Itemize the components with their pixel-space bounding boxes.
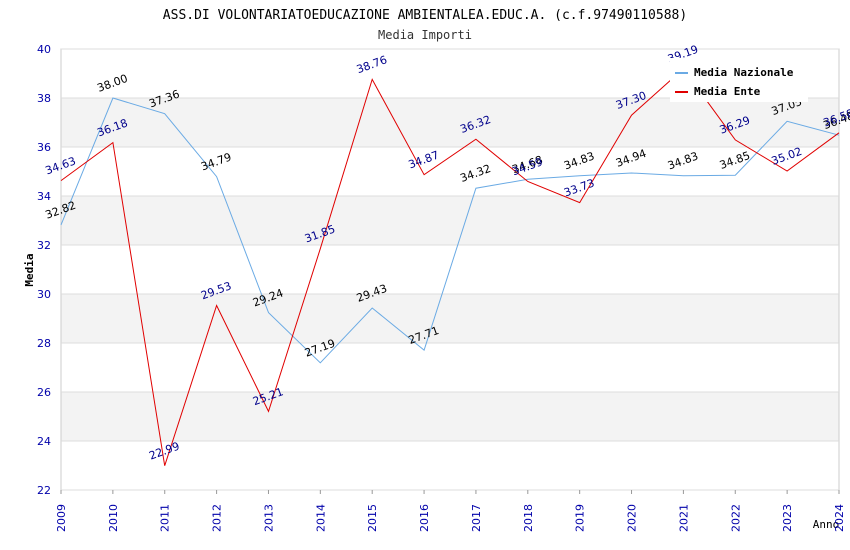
data-label: 34.83 [666, 149, 700, 172]
x-tick-label: 2012 [211, 504, 224, 532]
y-axis-label: Media [23, 253, 36, 286]
x-tick-label: 2024 [833, 504, 846, 532]
legend-entry-label: Media Ente [694, 85, 761, 98]
x-tick-label: 2016 [418, 504, 431, 532]
x-tick-label: 2021 [677, 504, 690, 532]
plot-band [61, 392, 839, 441]
grid-lines [61, 48, 839, 491]
series-line-media-ente [60, 68, 840, 466]
legend: Media Nazionale Media Ente [670, 58, 808, 102]
legend-box [670, 58, 808, 102]
y-tick-label: 28 [37, 337, 51, 350]
data-label: 34.85 [718, 149, 752, 172]
plot-band [61, 196, 839, 245]
data-label: 34.94 [614, 147, 648, 170]
x-tick-label: 2009 [55, 504, 68, 532]
y-tick-label: 22 [37, 484, 51, 497]
x-tick-label: 2011 [159, 504, 172, 532]
series-lines [60, 68, 840, 466]
x-tick-label: 2022 [729, 504, 742, 532]
y-axis-ticks: 22 24 26 28 30 32 34 36 38 40 [37, 43, 51, 497]
y-tick-label: 40 [37, 43, 51, 56]
x-tick-label: 2018 [522, 504, 535, 532]
x-tick-label: 2013 [262, 504, 275, 532]
data-label: 22.99 [147, 440, 181, 463]
data-label: 38.00 [95, 72, 129, 95]
data-label: 34.32 [459, 162, 493, 185]
data-label: 34.79 [199, 150, 233, 173]
x-tick-label: 2010 [107, 504, 120, 532]
y-tick-label: 30 [37, 288, 51, 301]
x-tick-label: 2014 [314, 504, 327, 532]
y-tick-label: 38 [37, 92, 51, 105]
data-label: 34.83 [562, 149, 596, 172]
x-axis-ticks: 2009 2010 2011 2012 2013 2014 2015 2016 2017 2018… [55, 490, 846, 532]
y-tick-label: 24 [37, 435, 51, 448]
series-line-media-nazionale [60, 97, 840, 364]
data-label: 35.02 [770, 145, 804, 168]
x-axis-label: Anno [813, 518, 840, 531]
x-tick-label: 2017 [470, 504, 483, 532]
plot-band [61, 98, 839, 147]
x-tick-label: 2015 [366, 504, 379, 532]
y-tick-label: 26 [37, 386, 51, 399]
chart-subtitle: Media Importi [378, 28, 472, 42]
chart-title: ASS.DI VOLONTARIATOEDUCAZIONE AMBIENTALE… [163, 8, 687, 23]
x-tick-label: 2020 [626, 504, 639, 532]
y-tick-label: 34 [37, 190, 51, 203]
plot-bands [61, 98, 839, 441]
y-tick-label: 36 [37, 141, 51, 154]
plot-band [61, 294, 839, 343]
x-tick-label: 2019 [574, 504, 587, 532]
data-label: 38.76 [355, 53, 389, 76]
legend-entry-label: Media Nazionale [694, 66, 794, 79]
x-tick-label: 2023 [781, 504, 794, 532]
y-tick-label: 32 [37, 239, 51, 252]
